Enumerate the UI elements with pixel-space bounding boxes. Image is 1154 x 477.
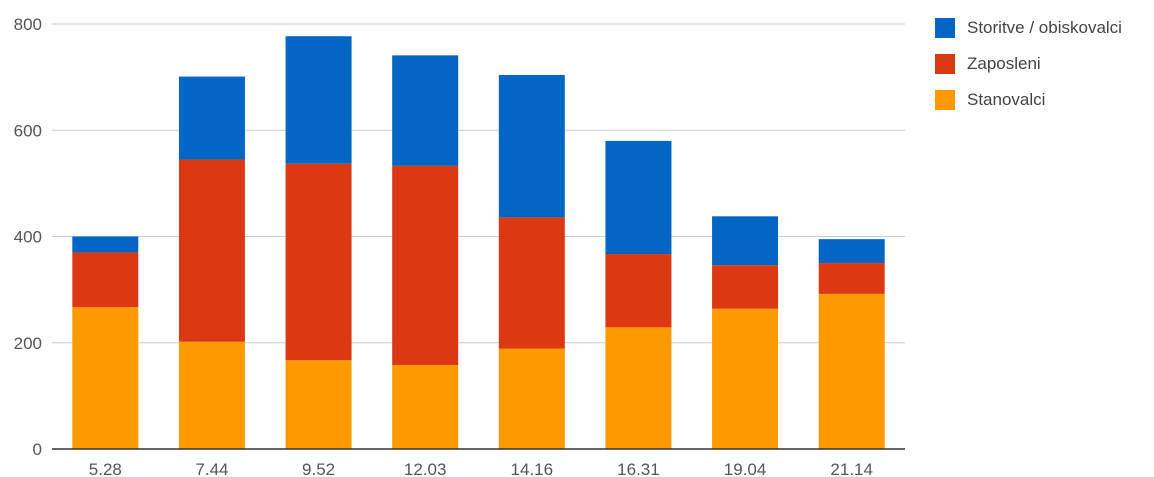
bar-segment xyxy=(72,307,139,449)
bar-segment xyxy=(285,163,352,361)
bar-segment xyxy=(178,341,245,449)
bar-segment xyxy=(285,360,352,449)
bar-segment xyxy=(818,293,885,449)
legend-swatch-zaposleni xyxy=(935,54,955,74)
x-tick-label: 12.03 xyxy=(404,460,447,477)
bar-segment xyxy=(605,254,672,328)
x-tick-label: 7.44 xyxy=(195,460,228,477)
legend-label-storitve: Storitve / obiskovalci xyxy=(967,18,1122,37)
bar-segment xyxy=(178,159,245,342)
y-tick-label: 0 xyxy=(33,440,42,459)
legend-swatch-stanovalci xyxy=(935,90,955,110)
bar-segment xyxy=(498,217,565,349)
y-tick-label: 600 xyxy=(14,121,42,140)
bar-segment xyxy=(392,365,459,449)
bar-segment xyxy=(498,75,565,218)
x-tick-label: 9.52 xyxy=(302,460,335,477)
bar-segment xyxy=(72,252,139,308)
x-tick-label: 5.28 xyxy=(89,460,122,477)
y-tick-label: 400 xyxy=(14,228,42,247)
bar-segment xyxy=(392,55,459,166)
plot-area: 0 200 400 600 800 5.28 7.44 9.52 12.03 14.16 16.31… xyxy=(14,15,905,477)
legend-item-zaposleni: Zaposleni xyxy=(935,46,1122,82)
legend-label-stanovalci: Stanovalci xyxy=(967,90,1046,109)
legend: Storitve / obiskovalci Zaposleni Stanova… xyxy=(935,10,1122,118)
bar-segment xyxy=(285,36,352,164)
bar-segment xyxy=(178,76,245,160)
legend-label-zaposleni: Zaposleni xyxy=(967,54,1041,73)
bar-segment xyxy=(712,216,779,266)
bar-segment xyxy=(712,265,779,309)
bar-segment xyxy=(818,239,885,264)
legend-swatch-storitve xyxy=(935,18,955,38)
bar-segment xyxy=(818,263,885,294)
bar-segment xyxy=(605,140,672,255)
bar-segment xyxy=(72,236,139,253)
x-tick-label: 19.04 xyxy=(724,460,767,477)
legend-item-stanovalci: Stanovalci xyxy=(935,82,1122,118)
y-tick-label: 200 xyxy=(14,334,42,353)
x-tick-label: 21.14 xyxy=(830,460,873,477)
bar-segment xyxy=(498,348,565,449)
bar-segment xyxy=(712,308,779,449)
legend-item-storitve: Storitve / obiskovalci xyxy=(935,10,1122,46)
x-tick-label: 14.16 xyxy=(511,460,554,477)
bar-segment xyxy=(392,165,459,366)
bar-segment xyxy=(605,327,672,449)
x-tick-label: 16.31 xyxy=(617,460,660,477)
y-tick-label: 800 xyxy=(14,15,42,34)
